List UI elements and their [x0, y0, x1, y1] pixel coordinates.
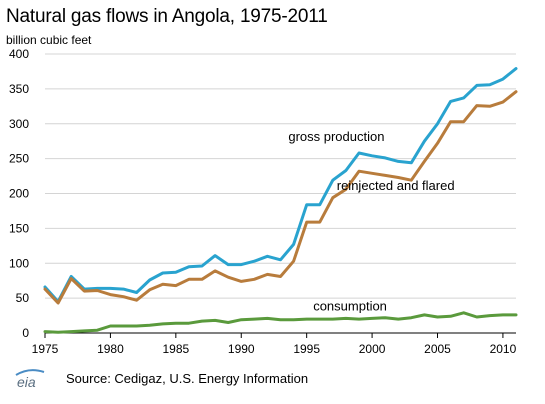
gridlines — [45, 53, 516, 334]
y-tick-label: 250 — [9, 152, 29, 166]
series-label-consumption: consumption — [313, 299, 387, 314]
series-labels: gross production reinjected and flared con… — [288, 129, 454, 313]
y-tick-label: 400 — [9, 47, 29, 61]
y-tick-label: 350 — [9, 82, 29, 96]
svg-text:eia: eia — [17, 374, 36, 390]
y-tick-label: 100 — [9, 256, 29, 270]
series-line-gross-production — [43, 67, 518, 304]
x-tick-label: 2010 — [490, 342, 517, 356]
series-lines — [43, 67, 518, 334]
series-line-consumption — [43, 311, 518, 334]
x-tick-label: 2005 — [424, 342, 451, 356]
x-tick-label: 1990 — [228, 342, 255, 356]
y-axis-ticks: 0 50 100 150 200 250 300 350 400 — [9, 47, 29, 340]
y-tick-label: 0 — [22, 326, 29, 340]
y-axis-unit-label: billion cubic feet — [6, 33, 92, 47]
x-axis-ticks: 1975 1980 1985 1990 1995 2000 2005 2010 — [32, 333, 517, 356]
x-tick-label: 1980 — [97, 342, 124, 356]
y-tick-label: 200 — [9, 187, 29, 201]
x-tick-label: 2000 — [359, 342, 386, 356]
y-tick-label: 300 — [9, 117, 29, 131]
eia-logo-icon: eia — [15, 369, 45, 390]
chart-title: Natural gas flows in Angola, 1975-2011 — [6, 6, 328, 27]
x-tick-label: 1985 — [162, 342, 189, 356]
x-tick-label: 1975 — [32, 342, 59, 356]
series-label-reinjected-and-flared: reinjected and flared — [337, 178, 455, 193]
y-tick-label: 150 — [9, 221, 29, 235]
source-row: eia Source: Cedigaz, U.S. Energy Informa… — [14, 366, 308, 390]
series-label-gross-production: gross production — [288, 129, 384, 144]
source-note: Source: Cedigaz, U.S. Energy Information — [66, 370, 309, 386]
x-tick-label: 1995 — [293, 342, 320, 356]
series-line-reinjected-and-flared — [43, 90, 518, 305]
y-tick-label: 50 — [16, 291, 30, 305]
